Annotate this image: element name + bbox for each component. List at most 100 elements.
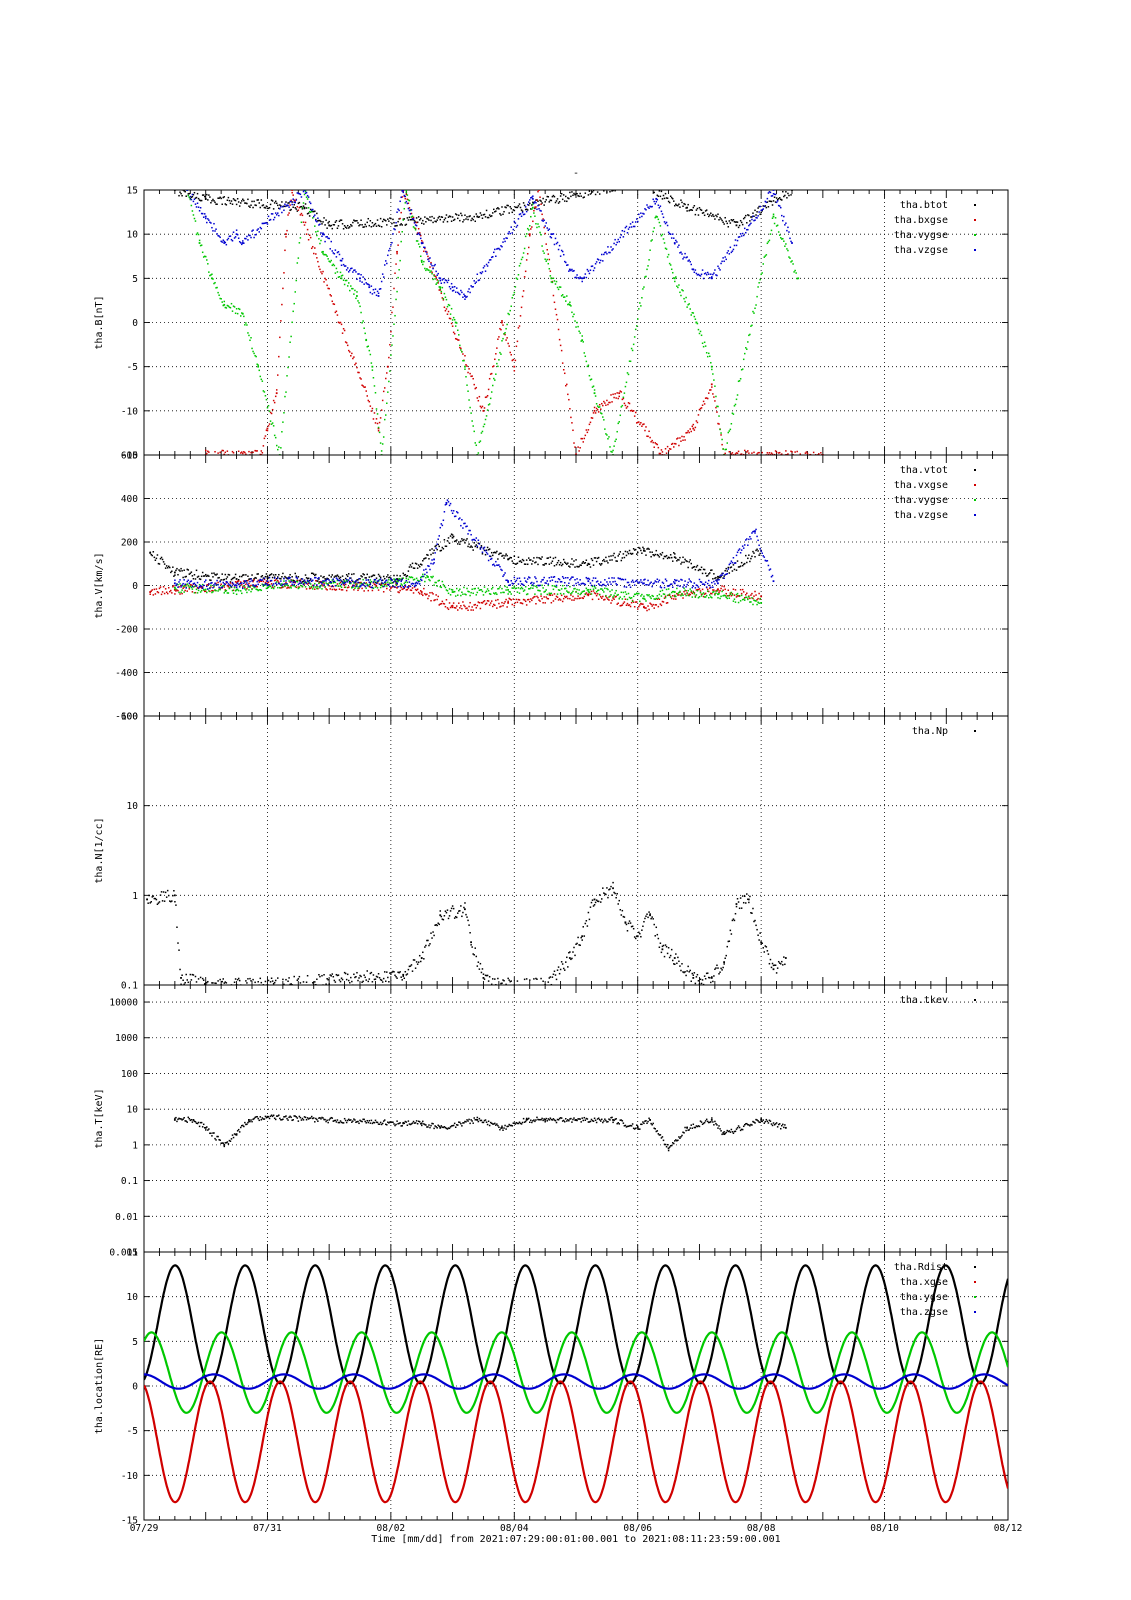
data-point [789, 237, 791, 240]
data-point [373, 578, 376, 581]
data-point [355, 297, 357, 300]
data-point [783, 195, 785, 198]
data-point [393, 580, 395, 583]
data-point [427, 258, 429, 261]
data-point [730, 423, 733, 425]
data-point [191, 195, 194, 198]
data-point [302, 202, 305, 204]
data-point [521, 295, 524, 298]
data-point [299, 579, 302, 581]
data-point [293, 580, 295, 582]
data-point [370, 285, 373, 287]
data-point [261, 204, 264, 207]
data-point [344, 586, 347, 589]
data-point [459, 517, 461, 519]
data-point [608, 436, 610, 438]
data-point [794, 269, 796, 272]
data-point [253, 236, 255, 239]
data-point [417, 591, 420, 594]
data-point [748, 595, 750, 597]
data-point [706, 271, 709, 274]
data-point [385, 582, 387, 584]
data-point [745, 596, 747, 599]
data-point [558, 201, 561, 203]
data-point [665, 452, 668, 454]
data-point [603, 190, 605, 192]
data-point [497, 598, 499, 601]
data-point [562, 597, 565, 600]
data-point [643, 213, 645, 215]
data-point [326, 284, 328, 287]
data-point [324, 253, 326, 256]
data-point [215, 589, 217, 592]
data-point [526, 209, 529, 211]
data-point [651, 551, 653, 553]
data-point [178, 586, 180, 588]
data-point [455, 587, 458, 590]
data-point [306, 194, 309, 197]
data-point [218, 457, 220, 459]
data-point [609, 251, 611, 254]
data-point [453, 285, 456, 288]
data-point [769, 200, 772, 203]
data-point [437, 580, 439, 582]
data-point [511, 582, 514, 585]
data-point [571, 599, 573, 601]
data-point [512, 598, 515, 600]
data-point [501, 555, 503, 557]
data-point [683, 297, 685, 300]
data-point [703, 596, 706, 598]
data-point [529, 199, 531, 201]
data-point [446, 499, 449, 501]
data-point [738, 224, 741, 227]
data-point [549, 199, 552, 202]
data-point [364, 582, 366, 585]
data-point [568, 197, 570, 200]
data-point [391, 582, 393, 584]
data-point [328, 582, 330, 584]
data-point [474, 282, 476, 285]
data-point [217, 197, 219, 199]
series-tha-vygse [173, 573, 763, 606]
data-point [602, 416, 604, 418]
data-point [181, 570, 183, 572]
data-point [609, 446, 611, 448]
data-point [445, 503, 448, 505]
data-point [753, 451, 755, 454]
data-point [248, 585, 250, 588]
data-point [203, 589, 206, 591]
data-point [485, 263, 488, 266]
data-point [565, 562, 567, 565]
data-point [300, 582, 303, 584]
data-point [786, 229, 788, 232]
data-point [550, 199, 553, 202]
data-point [325, 254, 327, 256]
data-point [450, 322, 453, 325]
data-point [606, 399, 608, 402]
data-point [266, 207, 269, 210]
data-point [632, 595, 635, 598]
data-point [685, 560, 687, 562]
data-point [499, 351, 501, 354]
data-point [487, 388, 490, 391]
data-point [541, 245, 543, 247]
data-point [322, 232, 324, 234]
data-point [199, 199, 202, 202]
data-point [354, 269, 356, 271]
data-point [327, 258, 329, 260]
data-point [466, 295, 468, 298]
data-point [295, 199, 298, 201]
data-point [248, 205, 250, 207]
data-point [521, 210, 524, 212]
data-point [237, 578, 240, 581]
data-point [488, 403, 491, 405]
data-point [413, 578, 416, 581]
data-point [695, 594, 698, 596]
data-point [491, 605, 494, 608]
data-point [572, 429, 574, 432]
data-point [757, 215, 759, 217]
data-point [261, 575, 264, 577]
data-point [746, 592, 748, 595]
y-axis-label: tha.V[km/s] [94, 552, 105, 618]
